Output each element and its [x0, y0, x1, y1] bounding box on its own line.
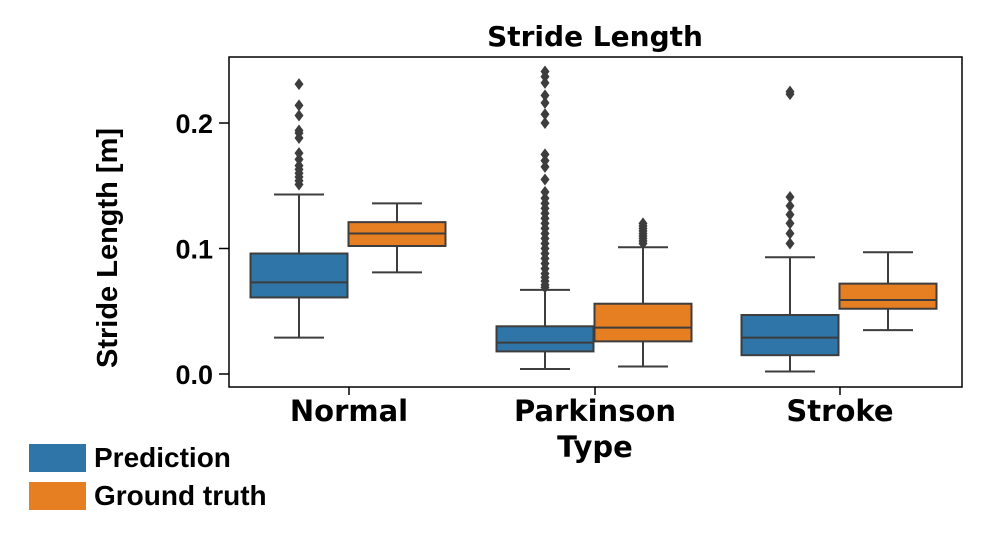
box-ground-truth-stroke — [838, 251, 938, 332]
outlier-point — [294, 153, 304, 166]
box-prediction-stroke — [740, 85, 840, 373]
outlier-point — [294, 147, 304, 160]
outlier-point — [294, 78, 304, 91]
outlier-point — [540, 108, 550, 121]
legend-swatch-ground-truth — [29, 482, 86, 510]
y-tick-label: 0.1 — [175, 235, 213, 265]
outlier-point — [785, 217, 795, 230]
outlier-point — [540, 173, 550, 186]
x-tick-label-normal: Normal — [290, 394, 408, 428]
outlier-point — [785, 85, 795, 98]
outlier-point — [294, 159, 304, 172]
outlier-point — [785, 199, 795, 212]
outlier-point — [540, 96, 550, 109]
y-tick-label: 0.2 — [175, 109, 213, 139]
box-prediction-parkinson — [495, 65, 595, 370]
outlier-point — [294, 124, 304, 137]
outlier-point — [294, 109, 304, 122]
legend: Prediction Ground truth — [29, 442, 267, 511]
outlier-point — [540, 148, 550, 161]
y-tick-label: 0.0 — [175, 360, 213, 390]
chart-title: Stride Length — [487, 20, 703, 53]
outlier-point — [540, 154, 550, 167]
x-tick-label-parkinson: Parkinson — [514, 394, 676, 428]
legend-label-prediction: Prediction — [94, 442, 231, 473]
outlier-point — [785, 227, 795, 240]
x-tick-label-stroke: Stroke — [786, 394, 893, 428]
outlier-point — [540, 160, 550, 173]
outlier-point — [540, 117, 550, 129]
outlier-point — [294, 99, 304, 112]
outlier-point — [540, 65, 550, 78]
x-axis-label: Type — [557, 430, 633, 464]
outlier-point — [540, 186, 550, 199]
box-prediction-normal — [249, 78, 349, 339]
outlier-point — [785, 208, 795, 221]
outlier-point — [785, 237, 795, 250]
outlier-point — [540, 192, 550, 205]
outlier-point — [638, 217, 648, 230]
iqr-box — [593, 302, 693, 343]
y-axis-label: Stride Length [m] — [92, 128, 124, 368]
box-ground-truth-parkinson — [593, 217, 693, 368]
box-ground-truth-normal — [347, 202, 447, 274]
outlier-point — [540, 76, 550, 89]
x-axis-category-labels: Normal Parkinson Stroke — [290, 387, 894, 428]
legend-swatch-prediction — [29, 444, 86, 472]
y-axis-ticks: 0.0 0.1 0.2 — [175, 109, 229, 390]
legend-label-ground-truth: Ground truth — [94, 480, 267, 511]
outlier-point — [540, 89, 550, 102]
iqr-box — [495, 325, 595, 353]
iqr-box — [249, 252, 349, 299]
iqr-box — [838, 282, 938, 310]
boxes — [249, 65, 938, 373]
iqr-box — [740, 314, 840, 357]
outlier-point — [785, 191, 795, 204]
